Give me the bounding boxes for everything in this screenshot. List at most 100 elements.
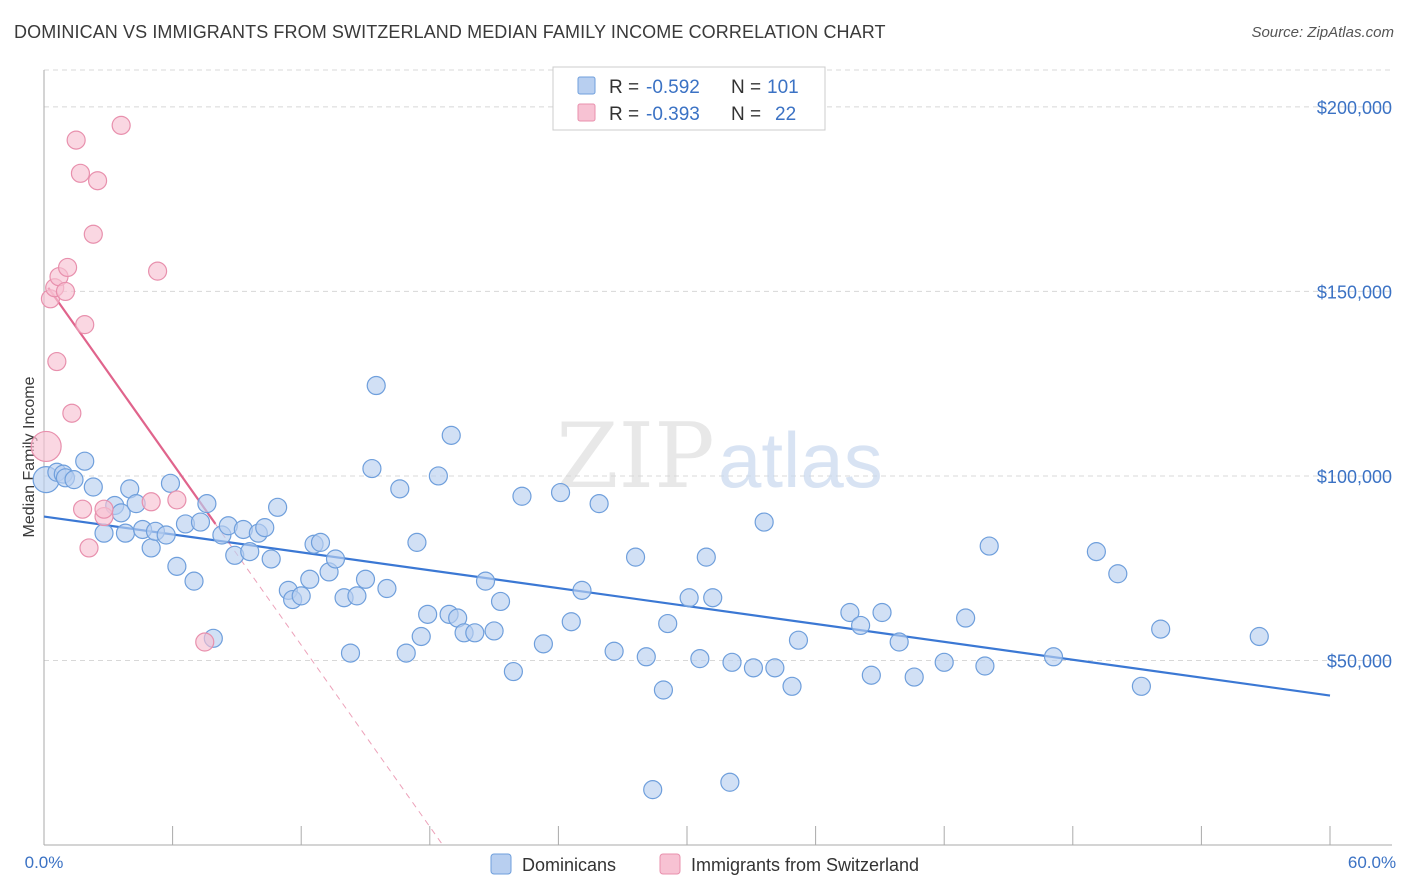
point-dominicans-55 xyxy=(441,425,461,445)
y-tick-label-0: $50,000 xyxy=(1327,651,1392,671)
y-tick-labels: $50,000 $100,000 $150,000 $200,000 xyxy=(1317,98,1392,672)
point-dominicans-98 xyxy=(1151,619,1171,639)
point-dominicans-28 xyxy=(240,542,260,562)
series-dominicans xyxy=(32,375,1269,800)
point-dominicans-81 xyxy=(765,658,785,678)
point-switzerland-16 xyxy=(94,499,114,519)
point-dominicans-79 xyxy=(743,658,764,678)
point-dominicans-18 xyxy=(167,556,187,576)
point-dominicans-16 xyxy=(156,525,176,545)
point-dominicans-47 xyxy=(377,578,397,599)
point-switzerland-19 xyxy=(147,261,168,281)
point-dominicans-31 xyxy=(261,549,281,569)
chart-title: DOMINICAN VS IMMIGRANTS FROM SWITZERLAND… xyxy=(14,22,886,42)
point-dominicans-38 xyxy=(310,532,331,552)
point-dominicans-77 xyxy=(703,588,723,608)
point-dominicans-97 xyxy=(1131,676,1151,696)
point-dominicans-30 xyxy=(255,518,275,538)
point-dominicans-74 xyxy=(679,588,699,608)
point-switzerland-18 xyxy=(141,492,161,512)
point-dominicans-82 xyxy=(782,676,802,696)
bottom-legend: Dominicans Immigrants from Switzerland xyxy=(490,853,919,875)
bottom-legend-swatch-blue xyxy=(490,853,512,875)
point-dominicans-22 xyxy=(197,494,217,514)
legend-r-value-2: -0.393 xyxy=(646,104,700,125)
point-switzerland-10 xyxy=(72,499,93,519)
legend-r-value-1: -0.592 xyxy=(646,77,700,98)
legend-swatch-pink xyxy=(577,103,596,122)
point-dominicans-46 xyxy=(366,375,386,396)
bottom-legend-label-dominicans: Dominicans xyxy=(522,855,616,875)
point-dominicans-92 xyxy=(975,656,995,676)
legend-n-value-2: 22 xyxy=(775,104,796,125)
point-dominicans-83 xyxy=(788,630,809,650)
point-dominicans-75 xyxy=(690,649,710,669)
point-dominicans-59 xyxy=(475,571,496,591)
point-dominicans-88 xyxy=(889,632,909,652)
point-switzerland-0 xyxy=(30,430,62,463)
watermark-zip: ZIP xyxy=(556,404,715,509)
point-dominicans-69 xyxy=(604,641,624,661)
point-dominicans-58 xyxy=(465,623,485,643)
chart-source: Source: ZipAtlas.com xyxy=(1251,24,1394,41)
point-dominicans-96 xyxy=(1108,564,1128,584)
point-dominicans-80 xyxy=(754,512,774,532)
point-dominicans-10 xyxy=(115,523,136,543)
point-dominicans-51 xyxy=(411,626,431,647)
legend-box: R = -0.592 N = 101 R = -0.393 N = 22 xyxy=(552,66,826,131)
point-dominicans-76 xyxy=(696,547,716,567)
point-dominicans-63 xyxy=(512,486,532,506)
point-dominicans-61 xyxy=(490,591,511,612)
point-switzerland-7 xyxy=(62,403,82,423)
point-switzerland-11 xyxy=(75,315,95,335)
x-tick-label-max: 60.0% xyxy=(1348,853,1396,872)
point-dominicans-14 xyxy=(141,538,161,558)
point-dominicans-42 xyxy=(340,643,361,663)
legend-n-value-1: 101 xyxy=(767,77,799,98)
point-switzerland-3 xyxy=(47,351,67,372)
y-axis-label: Median Family Income xyxy=(21,376,38,537)
watermark-atlas: atlas xyxy=(718,416,883,504)
point-dominicans-43 xyxy=(347,586,367,606)
point-dominicans-99 xyxy=(1249,626,1269,647)
point-dominicans-89 xyxy=(904,667,924,687)
point-dominicans-85 xyxy=(851,615,871,636)
point-dominicans-7 xyxy=(94,523,114,543)
point-dominicans-93 xyxy=(979,536,999,556)
point-dominicans-50 xyxy=(407,532,427,552)
point-switzerland-17 xyxy=(111,115,131,135)
point-dominicans-5 xyxy=(75,451,95,471)
point-dominicans-65 xyxy=(550,482,571,503)
bottom-legend-swatch-pink xyxy=(659,853,681,875)
point-dominicans-49 xyxy=(396,643,416,663)
point-dominicans-101 xyxy=(720,772,740,792)
point-dominicans-64 xyxy=(533,634,553,654)
point-dominicans-6 xyxy=(83,477,103,497)
point-dominicans-62 xyxy=(503,661,523,682)
legend-n-label-1: N = xyxy=(731,77,761,98)
legend-r-label-1: R = xyxy=(609,77,639,98)
point-switzerland-20 xyxy=(167,490,187,510)
legend-swatch-blue xyxy=(577,76,596,95)
point-dominicans-53 xyxy=(428,466,448,486)
bottom-legend-label-switzerland: Immigrants from Switzerland xyxy=(691,855,919,875)
point-dominicans-17 xyxy=(160,473,181,493)
point-switzerland-8 xyxy=(66,130,86,150)
point-dominicans-35 xyxy=(291,586,311,606)
point-dominicans-67 xyxy=(572,580,592,600)
point-dominicans-78 xyxy=(722,652,742,672)
x-ticks xyxy=(43,826,1331,845)
point-switzerland-5 xyxy=(55,281,76,302)
point-dominicans-73 xyxy=(658,613,678,634)
x-tick-label-min: 0.0% xyxy=(25,853,64,872)
point-dominicans-100 xyxy=(643,780,663,800)
point-dominicans-36 xyxy=(300,569,320,589)
legend-n-label-2: N = xyxy=(731,104,761,125)
point-dominicans-52 xyxy=(418,604,438,624)
point-dominicans-44 xyxy=(355,569,376,589)
y-tick-label-1: $100,000 xyxy=(1317,467,1392,487)
point-dominicans-21 xyxy=(190,512,211,532)
trend-lines xyxy=(43,287,1331,846)
point-dominicans-87 xyxy=(872,602,892,623)
